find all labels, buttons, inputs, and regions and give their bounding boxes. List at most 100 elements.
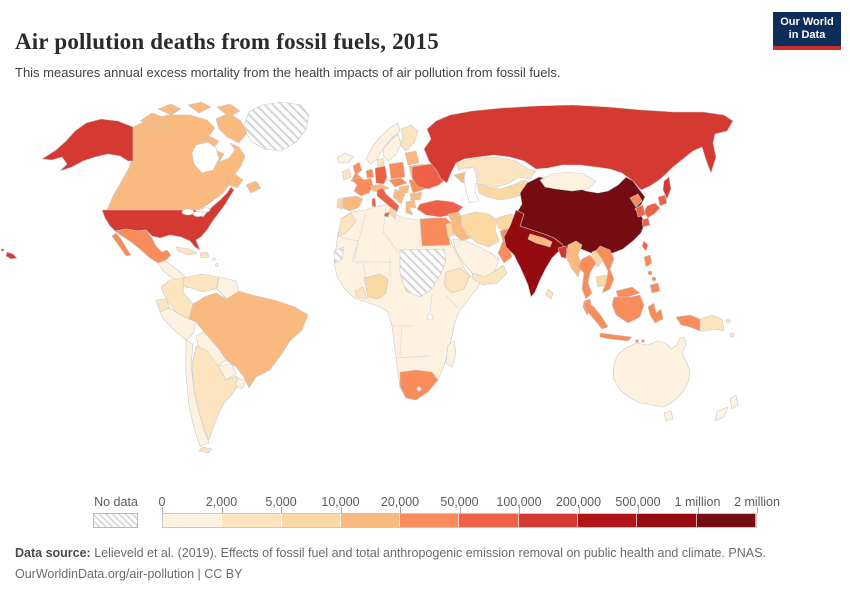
country-sri-lanka[interactable] xyxy=(545,288,554,300)
country-russia[interactable] xyxy=(423,104,734,191)
country-philippines-luzon[interactable] xyxy=(643,254,653,268)
country-indonesia-java[interactable] xyxy=(599,332,633,342)
legend-bin[interactable] xyxy=(578,514,638,527)
country-caribbean[interactable] xyxy=(215,263,219,267)
country-united-states-hawaii[interactable] xyxy=(5,251,18,260)
country-indonesia-borneo[interactable] xyxy=(611,294,645,324)
country-indonesia-island[interactable] xyxy=(641,339,645,343)
country-canada-island[interactable] xyxy=(245,180,262,194)
country-czechia-slovakia[interactable] xyxy=(388,177,408,188)
country-philippines-mindanao[interactable] xyxy=(649,282,661,294)
country-portugal[interactable] xyxy=(336,197,344,210)
country-finland[interactable] xyxy=(399,124,419,152)
license-line[interactable]: OurWorldinData.org/air-pollution | CC BY xyxy=(15,567,243,581)
country-argentina[interactable] xyxy=(191,345,242,441)
country-iceland[interactable] xyxy=(336,152,354,164)
country-india[interactable] xyxy=(503,209,567,298)
country-png-island[interactable] xyxy=(729,332,735,338)
legend-bin[interactable] xyxy=(222,514,282,527)
country-indonesia-sulawesi[interactable] xyxy=(647,302,664,324)
country-tierra-del-fuego[interactable] xyxy=(198,446,213,454)
country-chile[interactable] xyxy=(185,339,210,447)
country-western-sahara[interactable] xyxy=(333,246,345,264)
country-south-africa[interactable] xyxy=(399,369,439,401)
country-philippines-island[interactable] xyxy=(647,270,653,276)
country-cuba[interactable] xyxy=(175,246,198,256)
country-uruguay[interactable] xyxy=(234,377,247,390)
legend-bin[interactable] xyxy=(518,514,579,527)
country-ethiopia[interactable] xyxy=(443,267,471,294)
country-denmark[interactable] xyxy=(376,157,385,167)
legend-bin[interactable] xyxy=(340,514,401,527)
country-japan-honshu[interactable] xyxy=(643,202,661,219)
legend-bin[interactable] xyxy=(637,514,697,527)
country-poland[interactable] xyxy=(388,161,406,180)
country-vietnam[interactable] xyxy=(595,245,615,294)
country-bulgaria[interactable] xyxy=(409,191,423,201)
country-yemen-oman[interactable] xyxy=(471,264,508,286)
owid-logo[interactable]: Our World in Data xyxy=(773,12,841,50)
country-philippines-island[interactable] xyxy=(651,276,657,282)
country-central-america[interactable] xyxy=(157,260,186,282)
country-canada-island[interactable] xyxy=(215,112,248,144)
country-italy-sardinia[interactable] xyxy=(371,197,377,208)
country-greece[interactable] xyxy=(405,199,417,216)
country-madagascar[interactable] xyxy=(445,340,457,368)
legend-bin[interactable] xyxy=(163,514,223,527)
country-sudan[interactable] xyxy=(399,248,447,298)
country-greenland[interactable] xyxy=(242,101,310,152)
country-spain[interactable] xyxy=(342,195,364,212)
country-canada-island[interactable] xyxy=(139,112,164,126)
country-malaysia-borneo[interactable] xyxy=(615,286,641,298)
country-mongolia[interactable] xyxy=(539,171,597,192)
country-ghana[interactable] xyxy=(354,286,368,300)
legend-bin[interactable] xyxy=(459,514,519,527)
legend-bin[interactable] xyxy=(400,514,460,527)
country-north-korea[interactable] xyxy=(629,193,643,208)
country-caribbean[interactable] xyxy=(212,257,216,261)
country-russia-sakhalin[interactable] xyxy=(662,176,672,200)
country-new-zealand-south[interactable] xyxy=(714,406,729,422)
country-myanmar[interactable] xyxy=(565,240,583,278)
country-balkans[interactable] xyxy=(392,188,406,205)
country-taiwan[interactable] xyxy=(641,240,649,252)
country-baltics[interactable] xyxy=(404,150,420,166)
country-hispaniola[interactable] xyxy=(199,251,210,259)
country-morocco[interactable] xyxy=(337,212,357,238)
country-venezuela[interactable] xyxy=(182,273,220,293)
country-benelux[interactable] xyxy=(365,168,375,179)
country-indonesia-papua[interactable] xyxy=(675,314,701,332)
country-germany[interactable] xyxy=(374,165,388,185)
country-papua-new-guinea[interactable] xyxy=(699,314,725,332)
country-south-korea[interactable] xyxy=(635,204,646,218)
legend-bin[interactable] xyxy=(281,514,341,527)
country-africa-other[interactable] xyxy=(333,203,483,401)
country-australia-tasmania[interactable] xyxy=(663,410,674,422)
country-ireland[interactable] xyxy=(341,168,352,181)
country-italy[interactable] xyxy=(376,187,400,213)
country-mexico-baja[interactable] xyxy=(111,232,132,257)
country-canada-island[interactable] xyxy=(187,101,212,114)
country-new-zealand-north[interactable] xyxy=(729,394,739,410)
country-nigeria[interactable] xyxy=(363,273,389,300)
country-mexico[interactable] xyxy=(114,228,172,264)
country-canada-island[interactable] xyxy=(216,103,241,118)
country-thailand[interactable] xyxy=(577,254,597,300)
country-france[interactable] xyxy=(351,176,374,197)
country-norway[interactable] xyxy=(365,122,401,165)
country-iran[interactable] xyxy=(460,211,500,248)
country-australia[interactable] xyxy=(612,336,691,408)
country-png-island[interactable] xyxy=(725,318,731,324)
country-japan-kyushu[interactable] xyxy=(641,217,651,228)
country-austria-switzerland[interactable] xyxy=(370,183,390,193)
country-nepal[interactable] xyxy=(527,233,553,248)
country-japan-hokkaido[interactable] xyxy=(657,194,668,207)
legend-no-data-swatch[interactable] xyxy=(93,513,138,528)
country-canada-island[interactable] xyxy=(149,120,170,135)
country-italy-sicily[interactable] xyxy=(383,211,391,218)
country-indonesia-sumatra[interactable] xyxy=(583,300,609,330)
country-indonesia-island[interactable] xyxy=(635,339,639,343)
country-united-states-alaska[interactable] xyxy=(41,118,134,172)
country-sweden[interactable] xyxy=(382,133,402,162)
country-canada-island[interactable] xyxy=(157,103,182,116)
